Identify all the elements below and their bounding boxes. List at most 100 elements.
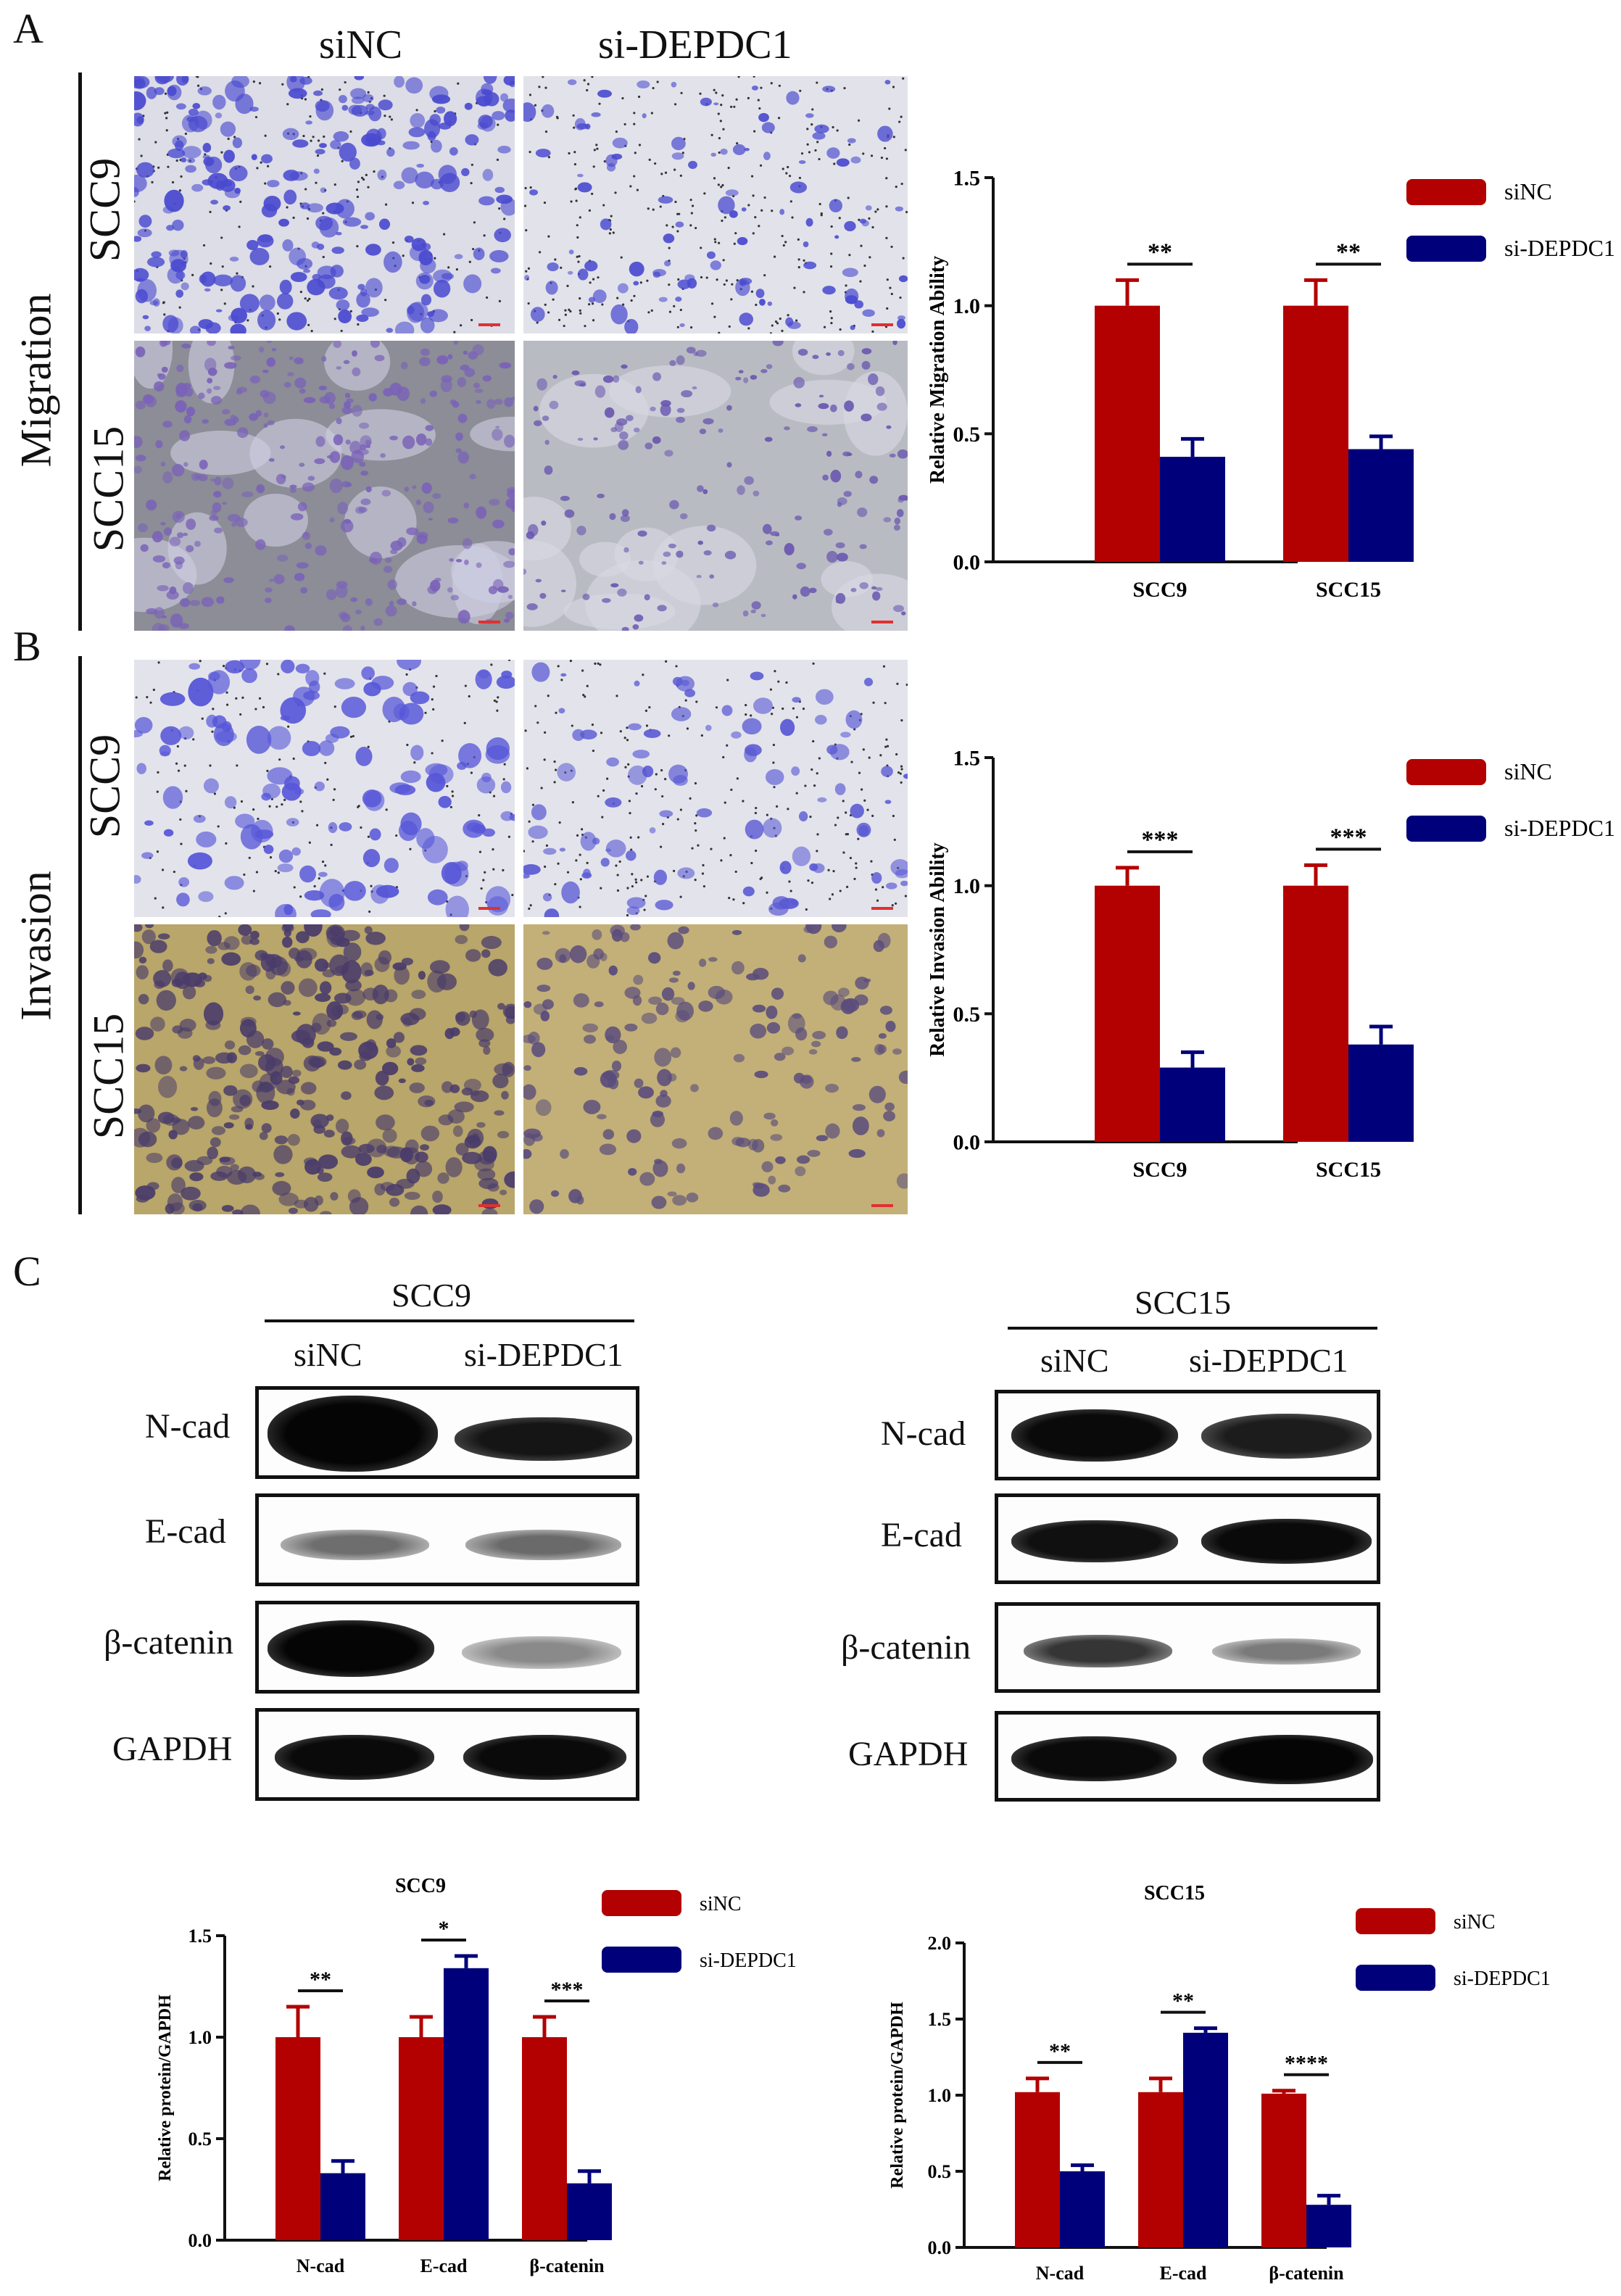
x-tick-label: N-cad — [1036, 2263, 1085, 2284]
legend-label: siNC — [1454, 1911, 1496, 1934]
micrograph-texture — [523, 341, 908, 631]
blot-scc9-bcatenin-box — [255, 1601, 639, 1694]
chart-migration: 0.0 0.5 1.0 1.5 Relative Migration Ability SC… — [926, 167, 1615, 602]
blot-scc9-title-rule — [265, 1319, 634, 1322]
blot-scc15-title: SCC15 — [1135, 1284, 1231, 1321]
blot-scc15-row-ncad: N-cad — [881, 1414, 966, 1453]
legend-label: siNC — [1504, 758, 1552, 784]
significance-label: ** — [1172, 1989, 1194, 2013]
micrograph-migration-scc9-sinc — [134, 76, 515, 333]
band — [281, 1530, 429, 1560]
legend-label: si-DEPDC1 — [1454, 1968, 1551, 1990]
bar-si-depdc1 — [567, 2183, 612, 2240]
y-tick-label: 0.5 — [188, 2129, 212, 2150]
invasion-side-label: Invasion — [12, 871, 60, 1021]
blot-scc15-bcatenin-box — [995, 1602, 1380, 1693]
bar-si-depdc1 — [444, 1968, 489, 2240]
band — [462, 1636, 621, 1669]
y-tick-label: 1.0 — [953, 294, 981, 318]
band — [463, 1735, 626, 1780]
panel-a-letter: A — [13, 5, 43, 52]
bar-sinc — [1283, 885, 1348, 1142]
bar-sinc — [1261, 2093, 1306, 2247]
y-tick-label: 0.5 — [953, 423, 981, 447]
blot-scc15-title-rule — [1008, 1327, 1377, 1330]
bar-sinc — [1283, 305, 1348, 562]
bar-si-depdc1 — [1183, 2032, 1228, 2247]
blot-scc9-gapdh-box — [255, 1708, 639, 1801]
x-tick-label: SCC15 — [1316, 578, 1381, 602]
bar-sinc — [399, 2037, 444, 2240]
micrograph-texture — [523, 76, 908, 333]
band — [1212, 1638, 1361, 1665]
legend-swatch-sinc — [602, 1890, 681, 1916]
migration-row-label-scc15: SCC15 — [84, 426, 133, 552]
x-tick-label: E-cad — [1160, 2263, 1208, 2284]
micrograph-texture — [134, 660, 515, 917]
chart-title: SCC15 — [1144, 1882, 1205, 1905]
y-tick-label: 0.5 — [928, 2161, 952, 2182]
micrograph-migration-scc15-si-depdc1 — [523, 341, 908, 631]
y-tick-label: 1.0 — [953, 874, 981, 898]
y-axis-label: Relative Invasion Ability — [926, 842, 949, 1057]
y-axis-label: Relative Migration Ability — [926, 256, 949, 484]
micrograph-invasion-scc15-sinc — [134, 924, 515, 1214]
y-tick-label: 2.0 — [928, 1933, 952, 1954]
band — [1024, 1635, 1172, 1667]
micrograph-migration-scc9-si-depdc1 — [523, 76, 908, 333]
migration-row-label-scc9: SCC9 — [80, 157, 129, 262]
invasion-bracket — [78, 656, 82, 1214]
blot-scc9-row-bcatenin: β-catenin — [104, 1623, 233, 1662]
blot-scc15-row-gapdh: GAPDH — [848, 1735, 969, 1773]
blot-scc9-title: SCC9 — [391, 1277, 471, 1314]
x-tick-label: SCC9 — [1132, 1158, 1187, 1182]
micrograph-invasion-scc9-sinc — [134, 660, 515, 917]
significance-label: ** — [310, 1968, 331, 1992]
bar-si-depdc1 — [1306, 2205, 1351, 2247]
y-tick-label: 0.0 — [928, 2237, 952, 2258]
band — [1011, 1409, 1178, 1462]
legend-swatch-si-depdc1 — [1356, 1965, 1435, 1991]
legend-label: si-DEPDC1 — [700, 1949, 797, 1972]
significance-label: *** — [1330, 824, 1367, 850]
legend-swatch-sinc — [1356, 1908, 1435, 1934]
band — [275, 1735, 434, 1780]
x-tick-label: E-cad — [420, 2255, 468, 2276]
legend-label: si-DEPDC1 — [1504, 815, 1615, 841]
y-tick-label: 1.5 — [928, 2009, 952, 2030]
micrograph-texture — [134, 924, 515, 1214]
bar-sinc — [275, 2037, 320, 2240]
legend-swatch-sinc — [1406, 179, 1486, 205]
blot-scc9-row-ecad: E-cad — [145, 1512, 226, 1551]
y-tick-label: 0.0 — [953, 1131, 981, 1155]
bar-si-depdc1 — [1060, 2171, 1105, 2247]
blot-scc15-gapdh-box — [995, 1711, 1380, 1802]
micrograph-migration-scc15-sinc — [134, 341, 515, 631]
legend-swatch-si-depdc1 — [1406, 236, 1486, 262]
micrograph-texture — [134, 341, 515, 631]
band — [1201, 1519, 1372, 1564]
legend-label: siNC — [1504, 178, 1552, 204]
legend-swatch-si-depdc1 — [1406, 816, 1486, 842]
significance-label: * — [439, 1917, 449, 1941]
bar-si-depdc1 — [1160, 1067, 1225, 1142]
chart-scc9-protein: 0.0 0.5 1.0 1.5 Relative protein/GAPDH SCC9 N-… — [156, 1875, 797, 2276]
x-tick-label: β-catenin — [529, 2255, 605, 2276]
bar-sinc — [1095, 305, 1160, 562]
migration-bracket — [78, 72, 82, 631]
band — [1203, 1735, 1373, 1784]
micrograph-texture — [523, 924, 908, 1214]
significance-label: **** — [1285, 2052, 1328, 2076]
x-tick-label: SCC9 — [1132, 578, 1187, 602]
column-header-si-depdc1: si-DEPDC1 — [598, 22, 792, 67]
y-tick-label: 1.0 — [188, 2027, 212, 2048]
band — [465, 1530, 621, 1560]
bar-sinc — [522, 2037, 567, 2240]
blot-scc9-row-ncad: N-cad — [145, 1407, 231, 1446]
significance-label: ** — [1336, 239, 1361, 265]
legend-label: si-DEPDC1 — [1504, 235, 1615, 261]
y-tick-label: 0.5 — [953, 1003, 981, 1027]
micrograph-invasion-scc9-si-depdc1 — [523, 660, 908, 917]
band — [1201, 1414, 1372, 1459]
blot-scc9-row-gapdh: GAPDH — [112, 1730, 233, 1768]
